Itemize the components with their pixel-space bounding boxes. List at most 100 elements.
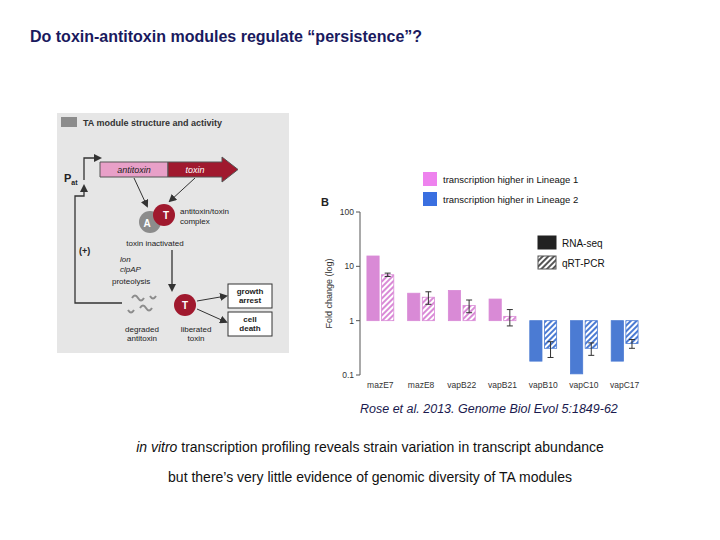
error-cap: [425, 291, 431, 292]
y-tick: [356, 320, 360, 321]
label: lon: [120, 255, 131, 264]
label: toxin: [188, 334, 205, 343]
error-cap: [548, 357, 554, 358]
caption-italic: in vitro: [136, 439, 177, 455]
antitoxin-fragment: [132, 296, 144, 301]
error-cap: [425, 304, 431, 305]
label: A: [143, 218, 150, 229]
label: T: [163, 210, 169, 221]
error-cap: [507, 309, 513, 310]
legend-label: RNA-seq: [562, 238, 603, 249]
chart: B0.1110100Fold change (log)mazE7mazE8vap…: [321, 172, 640, 390]
x-tick-label: vapB21: [488, 380, 517, 390]
annotation: transcription higher in Lineage 2: [443, 194, 578, 205]
free-toxin: [174, 294, 196, 316]
x-tick-label: vapC17: [610, 380, 640, 390]
error-bar: [509, 310, 510, 326]
error-cap: [385, 276, 391, 277]
promoter-sub: at: [71, 179, 78, 186]
promoter-arrow: [84, 158, 100, 180]
x-tick-label: vapB10: [529, 380, 558, 390]
y-tick-label: 1: [349, 316, 354, 326]
label: antitoxin/toxin: [180, 207, 229, 216]
error-cap: [548, 341, 554, 342]
label: arrest: [239, 296, 262, 305]
slide: Do toxin-antitoxin modules regulate “per…: [0, 0, 720, 540]
feedback-arrow: [75, 186, 122, 303]
citation: Rose et al. 2013. Genome Biol Evol 5:184…: [360, 402, 618, 416]
antitoxin-fragment: [140, 306, 152, 311]
error-cap: [588, 342, 594, 343]
error-bar: [387, 273, 388, 276]
error-bar: [631, 340, 632, 349]
antitoxin-gene: [100, 162, 168, 177]
x-tick-label: vapB22: [447, 380, 476, 390]
title: Do toxin-antitoxin modules regulate “per…: [30, 28, 422, 45]
label: liberated: [181, 325, 212, 334]
antitoxin-fragment: [128, 310, 134, 313]
annotation: transcription higher in Lineage 1: [443, 174, 578, 185]
label: degraded: [125, 325, 159, 334]
bars: [367, 256, 638, 374]
error-cap: [588, 355, 594, 356]
diagram-title: TA module structure and activity: [83, 118, 222, 128]
promoter: Pat: [64, 172, 78, 186]
label: growth: [237, 287, 264, 296]
y-tick: [356, 212, 360, 213]
caption-line2: but there’s very little evidence of geno…: [168, 469, 572, 485]
outcome-box: [228, 312, 272, 336]
arrow: [170, 178, 195, 201]
annotation-swatch: [423, 192, 437, 206]
bar: [367, 256, 379, 321]
error-cap: [466, 300, 472, 301]
caption: in vitro transcription profiling reveals…: [136, 439, 604, 455]
y-axis: [360, 212, 361, 375]
label: antitoxin: [117, 165, 151, 175]
arrow: [197, 309, 226, 322]
y-axis-title: Fold change (log): [324, 258, 334, 328]
error-cap: [507, 325, 513, 326]
y-tick-label: 100: [340, 207, 354, 217]
panel-label: B: [321, 196, 329, 208]
promoter-letter: P: [64, 172, 71, 184]
outcome-box: [228, 284, 272, 308]
legend-label: qRT-PCR: [562, 258, 605, 269]
toxin-gene: [168, 157, 238, 182]
y-tick: [356, 375, 360, 376]
bar: [611, 321, 623, 361]
y-tick-label: 0.1: [342, 370, 354, 380]
canvas: Do toxin-antitoxin modules regulate “per…: [0, 0, 720, 540]
x-tick-label: vapC10: [569, 380, 599, 390]
legend-swatch: [538, 256, 556, 269]
label: death: [239, 324, 260, 333]
error-cap: [629, 339, 635, 340]
label: complex: [180, 217, 210, 226]
ta-diagram: TA module structure and activity Pat antit…: [57, 113, 289, 353]
bar: [489, 299, 501, 321]
label: T: [182, 300, 188, 311]
label: clpAP: [120, 265, 142, 274]
error-bar: [428, 292, 429, 305]
error-bar: [591, 343, 592, 355]
x-tick-label: mazE8: [408, 380, 435, 390]
caption-rest: transcription profiling reveals strain v…: [177, 439, 604, 455]
label: toxin inactivated: [126, 239, 183, 248]
arrow: [134, 178, 147, 206]
x-tick-label: mazE7: [367, 380, 394, 390]
bar: [570, 321, 582, 374]
label: antitoxin: [127, 334, 157, 343]
bar: [408, 293, 420, 320]
arrow: [171, 250, 172, 290]
diagram-bg: [57, 113, 289, 353]
label: proteolysis: [112, 277, 150, 286]
label: cell: [243, 315, 256, 324]
y-tick: [356, 266, 360, 267]
bar: [448, 290, 460, 320]
diagram-header-mark: [61, 117, 77, 127]
error-bar: [550, 342, 551, 358]
error-cap: [385, 273, 391, 274]
bar: [530, 321, 542, 361]
label: toxin: [185, 165, 204, 175]
label: (+): [79, 246, 90, 256]
error-bar: [469, 300, 470, 313]
